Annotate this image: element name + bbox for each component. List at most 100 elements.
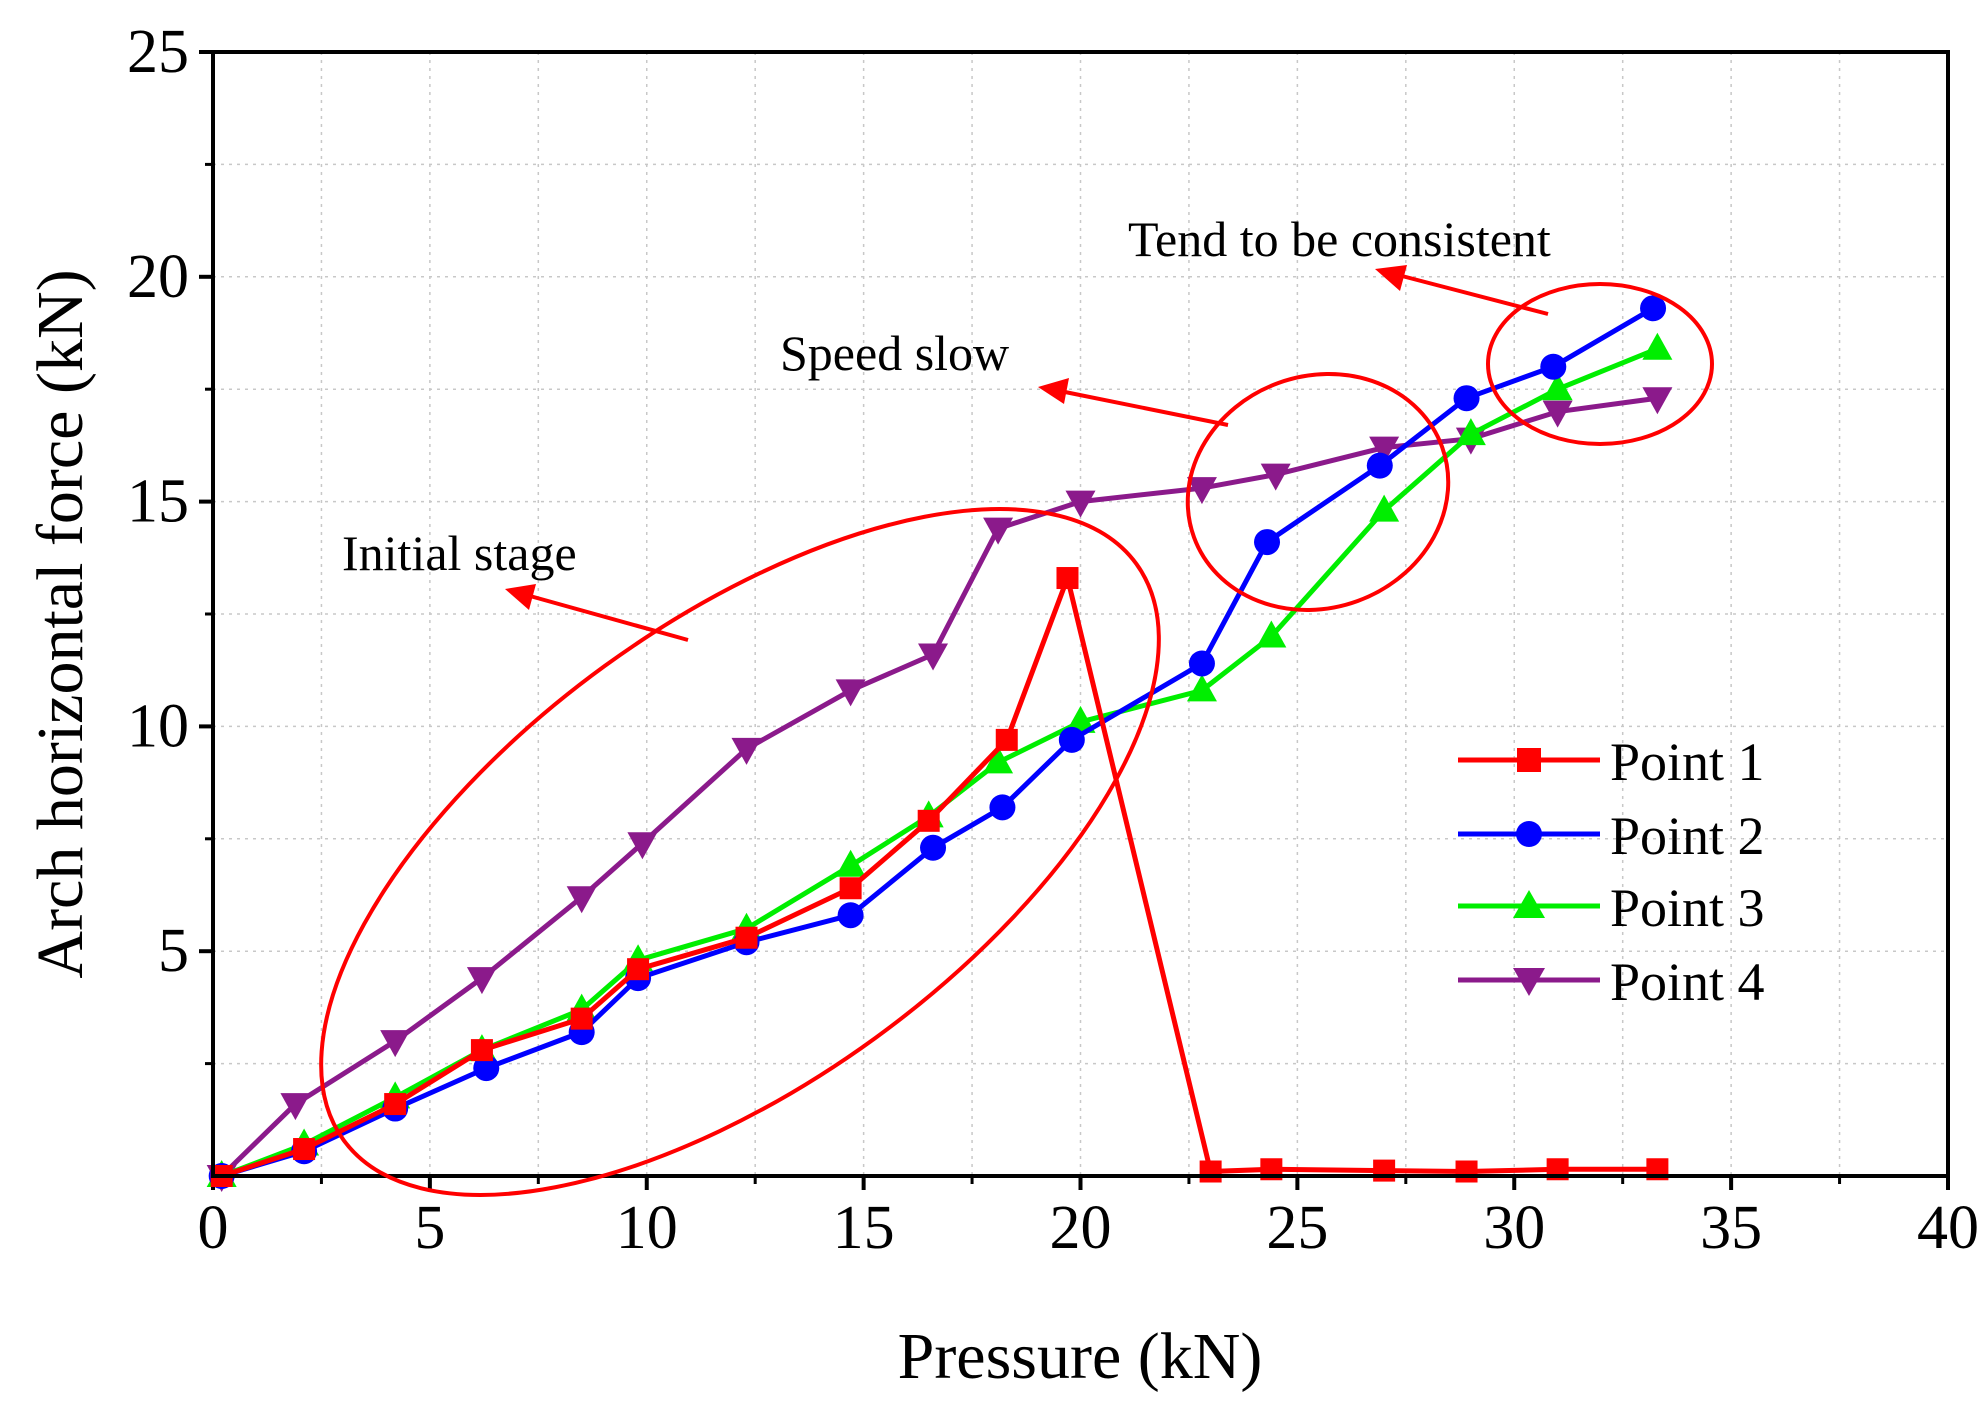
data-point (293, 1138, 316, 1161)
data-point (1058, 726, 1085, 753)
annotation-arrow-speed-slow (1064, 390, 1229, 427)
series-point-4 (206, 387, 1673, 1192)
data-point (731, 737, 762, 765)
x-tick-label: 25 (1266, 1194, 1328, 1262)
data-point (566, 886, 597, 914)
data-point (1455, 1160, 1478, 1183)
annotation-ellipse-speed-slow (1185, 372, 1451, 612)
data-point (1199, 1160, 1222, 1183)
data-point (1186, 477, 1217, 505)
legend-label-point-1: Point 1 (1610, 732, 1765, 792)
data-point (1640, 295, 1667, 322)
data-point (918, 643, 949, 671)
data-point (380, 1030, 411, 1058)
data-point (1453, 385, 1480, 412)
data-point (917, 809, 940, 832)
data-point (627, 832, 658, 860)
data-point (983, 517, 1014, 545)
x-axis-title: Pressure (kN) (898, 1320, 1263, 1393)
series-point-1 (210, 567, 1669, 1187)
data-point (1455, 418, 1486, 446)
y-tick-label: 5 (158, 917, 189, 985)
data-point (473, 1055, 500, 1082)
x-tick-label: 15 (833, 1194, 895, 1262)
data-point (1642, 387, 1673, 415)
data-series (206, 295, 1673, 1192)
data-point (983, 746, 1014, 774)
data-point (1188, 650, 1215, 677)
data-point (570, 1007, 593, 1030)
legend-marker-point-3 (1513, 890, 1545, 918)
data-point (466, 967, 497, 995)
series-line (220, 346, 1659, 1179)
data-point (384, 1093, 407, 1116)
legend-item-point-3: Point 3 (1458, 878, 1765, 938)
annotation-speed-slow: Speed slow (780, 325, 1009, 381)
legend-label-point-2: Point 2 (1610, 806, 1765, 866)
data-point (837, 902, 864, 929)
annotation-initial-stage: Initial stage (342, 525, 577, 581)
legend-item-point-1: Point 1 (1458, 732, 1765, 792)
annotation-consistent: Tend to be consistent (1128, 211, 1551, 267)
data-point (1369, 436, 1400, 464)
x-tick-label: 40 (1917, 1194, 1979, 1262)
axis-ticks: 0 5 10 15 20 25 30 35 40 5 10 15 20 25 (127, 18, 1979, 1262)
data-point (995, 728, 1018, 751)
annotation-arrow-initial-stage (529, 594, 689, 642)
data-point (280, 1093, 311, 1121)
x-tick-label: 5 (414, 1194, 445, 1262)
data-point (1373, 1159, 1396, 1182)
legend-item-point-4: Point 4 (1458, 952, 1765, 1012)
legend-marker-point-4 (1513, 968, 1545, 996)
annotation-ellipse-consistent (1486, 282, 1714, 446)
series-point-3 (206, 332, 1673, 1187)
annotation-ellipse-initial-stage (319, 507, 1161, 1197)
x-tick-label: 10 (616, 1194, 678, 1262)
data-point (1540, 353, 1567, 380)
data-point (1186, 674, 1217, 702)
series-point-2 (208, 295, 1667, 1189)
data-point (1254, 529, 1281, 556)
y-axis-title: Arch horizontal force (kN) (24, 269, 97, 978)
legend-marker-point-2 (1516, 821, 1542, 847)
legend-label-point-4: Point 4 (1610, 952, 1765, 1012)
data-point (989, 794, 1016, 821)
y-tick-label: 25 (127, 18, 189, 86)
data-point (1369, 494, 1400, 522)
x-tick-label: 0 (198, 1194, 229, 1262)
x-tick-label: 20 (1050, 1194, 1112, 1262)
data-point (839, 877, 862, 900)
data-point (920, 834, 947, 861)
data-point (1065, 490, 1096, 518)
data-point (1056, 567, 1079, 590)
data-point (1065, 705, 1096, 733)
data-point (1642, 332, 1673, 360)
series-line (220, 575, 1658, 1179)
x-tick-label: 35 (1700, 1194, 1762, 1262)
data-point (1366, 452, 1393, 479)
data-point (1260, 463, 1291, 491)
x-tick-label: 30 (1483, 1194, 1545, 1262)
data-point (1542, 373, 1573, 401)
data-point (470, 1039, 493, 1062)
data-point (1542, 400, 1573, 428)
legend-item-point-2: Point 2 (1458, 806, 1765, 866)
legend-label-point-3: Point 3 (1610, 878, 1765, 938)
data-point (835, 679, 866, 707)
y-tick-label: 20 (127, 243, 189, 311)
data-point (835, 849, 866, 877)
plot-frame (211, 50, 1950, 1178)
y-tick-label: 10 (127, 692, 189, 760)
data-point (627, 958, 650, 981)
y-tick-label: 15 (127, 468, 189, 536)
annotation-arrowhead-initial-stage (505, 584, 536, 610)
data-point (735, 926, 758, 949)
annotation-arrow-consistent (1401, 274, 1549, 316)
legend: Point 1 Point 2 Point 3 Point 4 (1458, 732, 1765, 1012)
annotation-arrowhead-speed-slow (1038, 378, 1069, 404)
annotation-arrowhead-consistent (1375, 265, 1407, 291)
annotations: Initial stage Speed slow Tend to be cons… (319, 211, 1714, 1197)
data-point (1256, 620, 1287, 648)
legend-marker-point-1 (1517, 748, 1541, 772)
